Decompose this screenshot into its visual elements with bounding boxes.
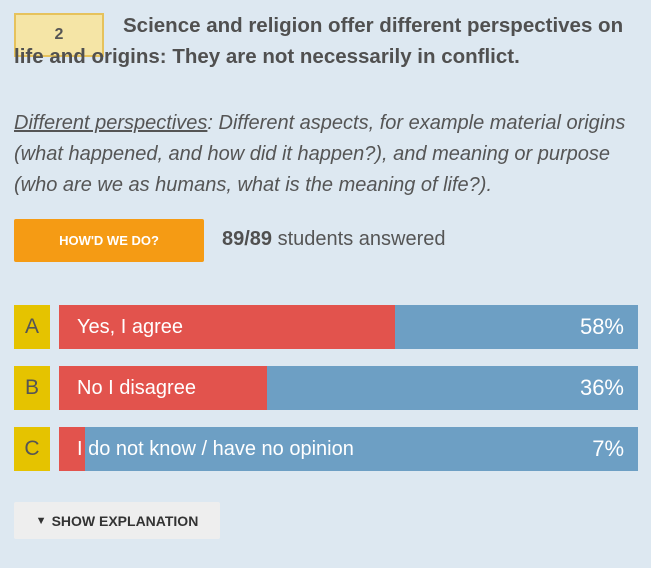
option-label: No I disagree [77, 377, 196, 399]
option-bar-fill [59, 427, 86, 471]
option-row-b: B No I disagree 36% [14, 366, 638, 410]
option-row-a: A Yes, I agree 58% [14, 305, 638, 349]
triangle-down-icon: ▼ [35, 514, 47, 527]
option-bar[interactable]: No I disagree 36% [59, 366, 638, 410]
question-explanation: Different perspectives: Different aspect… [14, 108, 639, 201]
option-label: I do not know / have no opinion [77, 438, 354, 460]
show-explanation-button[interactable]: ▼ SHOW EXPLANATION [14, 502, 220, 539]
option-bar[interactable]: I do not know / have no opinion 7% [59, 427, 638, 471]
question-text: Science and religion offer different per… [14, 14, 624, 68]
option-bar-fill [59, 305, 395, 349]
option-percent: 58% [579, 314, 624, 339]
option-bar-fill [59, 366, 268, 410]
option-letter: C [14, 427, 50, 471]
responses-count-suffix: students answered [277, 228, 446, 250]
explanation-term: Different perspectives [14, 112, 208, 134]
hows-we-do-button[interactable]: HOW'D WE DO? [14, 219, 204, 262]
option-bar[interactable]: Yes, I agree 58% [59, 305, 638, 349]
question-number: 2 [54, 26, 64, 43]
question-number-badge: 2 [14, 13, 104, 57]
option-row-c: C I do not know / have no opinion 7% [14, 427, 638, 471]
option-letter: A [14, 305, 50, 349]
option-letter: B [14, 366, 50, 410]
option-label: Yes, I agree [77, 316, 184, 338]
show-explanation-label: SHOW EXPLANATION [51, 512, 199, 529]
explanation-text: : Different aspects, for example materia… [14, 112, 626, 196]
option-percent: 7% [592, 436, 624, 461]
responses-count-value: 89/89 [222, 228, 273, 250]
responses-count: 89/89 students answered [222, 228, 446, 251]
option-percent: 36% [579, 375, 624, 400]
